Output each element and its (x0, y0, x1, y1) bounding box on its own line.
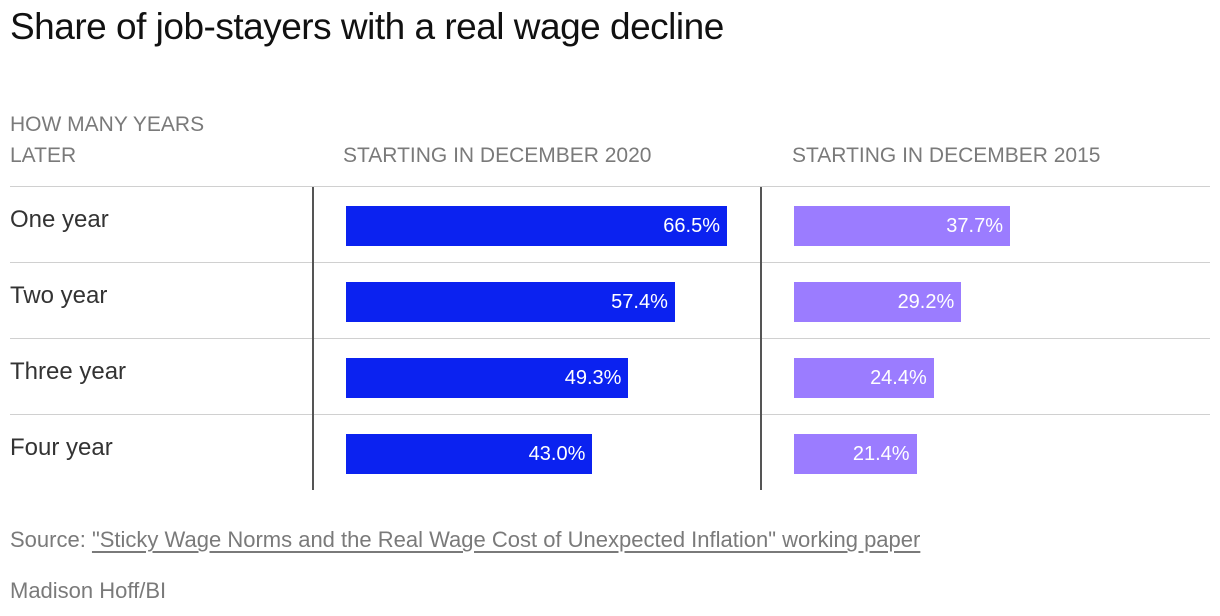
column-header-years: HOW MANY YEARS LATER (10, 113, 205, 167)
row-divider (10, 262, 1210, 263)
row-divider (10, 338, 1210, 339)
bar-2015: 21.4% (794, 434, 917, 474)
column-header-2015: STARTING IN DECEMBER 2015 (792, 144, 1101, 167)
bar-2020: 57.4% (346, 282, 675, 322)
bar-value-label: 57.4% (611, 290, 668, 313)
row-label: Two year (10, 282, 108, 309)
bar-2020: 43.0% (346, 434, 593, 474)
source-link[interactable]: "Sticky Wage Norms and the Real Wage Cos… (91, 527, 921, 552)
bar-2020: 66.5% (346, 206, 727, 246)
bar-value-label: 49.3% (564, 366, 622, 389)
bar-2015: 24.4% (794, 358, 934, 398)
bar-value-label: 43.0% (528, 442, 586, 465)
row-label: Three year (10, 358, 127, 385)
row-label: Four year (10, 434, 113, 461)
bar-2015: 29.2% (794, 282, 962, 322)
column-divider-2020 (312, 187, 314, 490)
column-header-2020: STARTING IN DECEMBER 2020 (343, 144, 652, 167)
bar-value-label: 29.2% (897, 290, 955, 313)
source-note: Source: "Sticky Wage Norms and the Real … (10, 527, 920, 553)
credit-line: Madison Hoff/BI (10, 578, 167, 603)
bar-value-label: 37.7% (946, 214, 1003, 237)
bar-value-label: 24.4% (870, 366, 927, 389)
bar-2015: 37.7% (794, 206, 1010, 246)
chart-title: Share of job-stayers with a real wage de… (10, 6, 724, 47)
column-divider-2015 (760, 187, 762, 490)
bar-value-label: 66.5% (663, 214, 720, 237)
bar-value-label: 21.4% (852, 442, 910, 465)
row-divider (10, 414, 1210, 415)
source-prefix: Source: (10, 527, 86, 552)
bar-2020: 49.3% (346, 358, 629, 398)
row-divider (10, 186, 1210, 187)
row-label: One year (10, 206, 109, 233)
